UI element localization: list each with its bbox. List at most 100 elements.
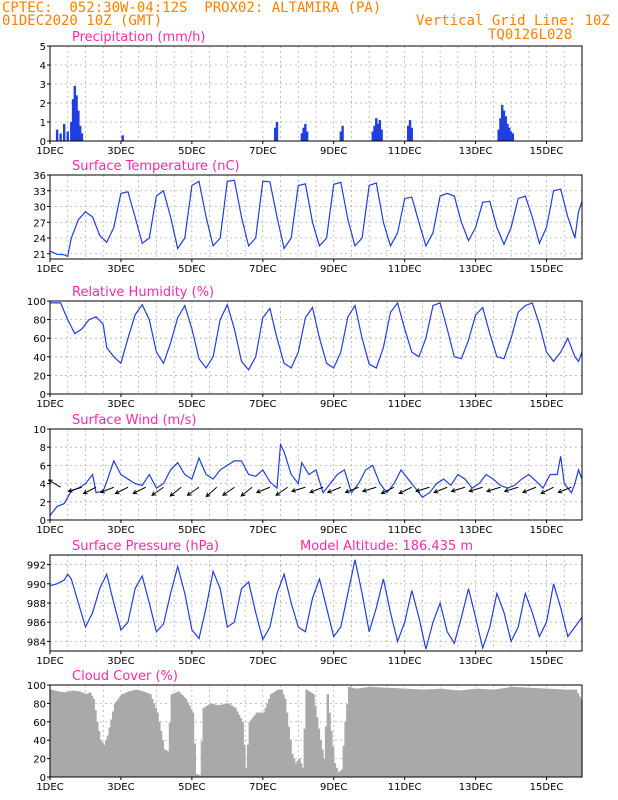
precip-bar xyxy=(66,131,69,141)
cloud-bar xyxy=(198,775,202,777)
cloud-bar xyxy=(174,692,177,777)
wind-vector xyxy=(205,486,218,497)
wind-vector-head xyxy=(468,488,474,493)
cloud-bar xyxy=(285,712,289,777)
cloud-bar xyxy=(53,690,56,777)
cloud-bar xyxy=(128,691,131,777)
cloud-bar xyxy=(287,726,290,777)
panel-wind: 0 2 4 6 8 10 1DEC 3DEC 5DEC 7DEC 9DEC 11DEC 13DEC 15D… xyxy=(33,413,583,536)
cloud-bar xyxy=(542,688,546,777)
x-tick-label: 11DEC xyxy=(388,146,422,157)
wind-vector xyxy=(381,486,395,494)
x-tick-label: 7DEC xyxy=(249,146,276,157)
cloud-bar xyxy=(402,688,406,777)
precip-bar xyxy=(408,120,412,141)
cloud-bar xyxy=(83,693,87,777)
wind-vector-head xyxy=(114,489,120,495)
cloud-bar xyxy=(422,689,425,777)
x-tick-label: 13DEC xyxy=(459,782,493,793)
wind-vector-head xyxy=(415,488,421,493)
cloud-bar xyxy=(502,688,505,777)
cloud-bar xyxy=(468,689,471,777)
wind-vector-head xyxy=(521,489,527,494)
cloud-bar xyxy=(255,712,259,777)
cloud-bar xyxy=(312,694,315,777)
y-tick-label: 2 xyxy=(40,498,46,509)
cloud-bar xyxy=(183,696,186,777)
cloud-bar xyxy=(151,698,154,777)
panel-frame xyxy=(49,300,583,395)
wind-vector-head xyxy=(503,488,509,493)
cloud-bar xyxy=(413,689,416,777)
cloud-bar xyxy=(301,767,305,777)
panel-frame xyxy=(49,45,583,142)
panel-pres: 984 986 988 990 992 1DEC 3DEC 5DEC 7DEC 9DEC 11DEC… xyxy=(27,539,583,667)
precip-bar xyxy=(55,129,59,141)
cloud-bar xyxy=(394,688,397,777)
x-tick-label: 15DEC xyxy=(530,146,564,157)
y-tick-label: 27 xyxy=(33,218,46,229)
precip-bar xyxy=(62,123,66,141)
cloud-bar xyxy=(177,691,181,777)
x-tick-label: 1DEC xyxy=(36,146,63,157)
cloud-bar xyxy=(461,690,464,777)
precip-bar xyxy=(341,125,344,141)
cloud-bar xyxy=(64,692,67,777)
cloud-bar xyxy=(525,687,528,777)
cloud-bar xyxy=(186,702,189,777)
cloud-bar xyxy=(456,690,459,777)
cloud-bar xyxy=(266,703,269,777)
cloud-bar xyxy=(567,689,571,777)
cloud-bar xyxy=(115,701,118,777)
y-tick-label: 10 xyxy=(33,425,46,436)
cloud-bar xyxy=(262,712,266,777)
cloud-bar xyxy=(498,688,502,777)
y-tick-label: 24 xyxy=(33,234,46,245)
cloud-bar xyxy=(495,689,498,777)
cloud-bar xyxy=(505,687,509,777)
cloud-bar xyxy=(447,689,450,777)
cloud-bar xyxy=(374,687,377,777)
panel-title: Precipitation (mm/h) xyxy=(72,30,205,45)
cloud-bar xyxy=(229,704,232,777)
cloud-bar xyxy=(165,750,168,777)
cloud-bar xyxy=(103,744,106,777)
y-tick-label: 80 xyxy=(33,316,46,327)
wind-vector xyxy=(291,486,306,492)
cloud-bar xyxy=(544,688,548,777)
cloud-bar xyxy=(142,691,145,777)
cloud-bar xyxy=(349,687,353,777)
cloud-bar xyxy=(514,687,517,777)
cloud-bar xyxy=(117,698,120,777)
y-tick-label: 60 xyxy=(33,334,46,345)
precip-bar xyxy=(300,133,304,141)
cloud-bar xyxy=(271,693,275,777)
cloud-bar xyxy=(326,694,330,777)
y-tick-label: 3 xyxy=(40,80,46,91)
cloud-bar xyxy=(71,690,74,777)
precip-bar xyxy=(509,131,513,141)
cloud-bar xyxy=(253,714,257,777)
wind-vector xyxy=(240,486,253,497)
cloud-bar xyxy=(370,686,374,777)
cloud-bar xyxy=(112,711,115,777)
y-tick-label: 30 xyxy=(33,203,46,214)
cloud-bar xyxy=(503,687,507,777)
x-tick-label: 15DEC xyxy=(530,782,564,793)
cloud-bar xyxy=(289,740,292,777)
precip-bar xyxy=(511,133,515,141)
cloud-bar xyxy=(97,731,101,777)
cloud-bar xyxy=(537,688,541,777)
series-line xyxy=(49,442,583,516)
cloud-bar xyxy=(335,767,338,777)
precip-bar xyxy=(78,125,82,141)
x-tick-label: 3DEC xyxy=(107,525,134,536)
cloud-bar xyxy=(58,691,62,777)
precip-bar xyxy=(339,131,343,141)
cloud-bar xyxy=(362,687,365,777)
header-location: CPTEC: 052:30W-04:12S PROX02: ALTAMIRA (… xyxy=(2,0,382,16)
y-tick-label: 60 xyxy=(33,718,46,729)
wind-vector xyxy=(83,486,97,494)
cloud-bar xyxy=(530,687,533,777)
cloud-bar xyxy=(282,694,285,777)
